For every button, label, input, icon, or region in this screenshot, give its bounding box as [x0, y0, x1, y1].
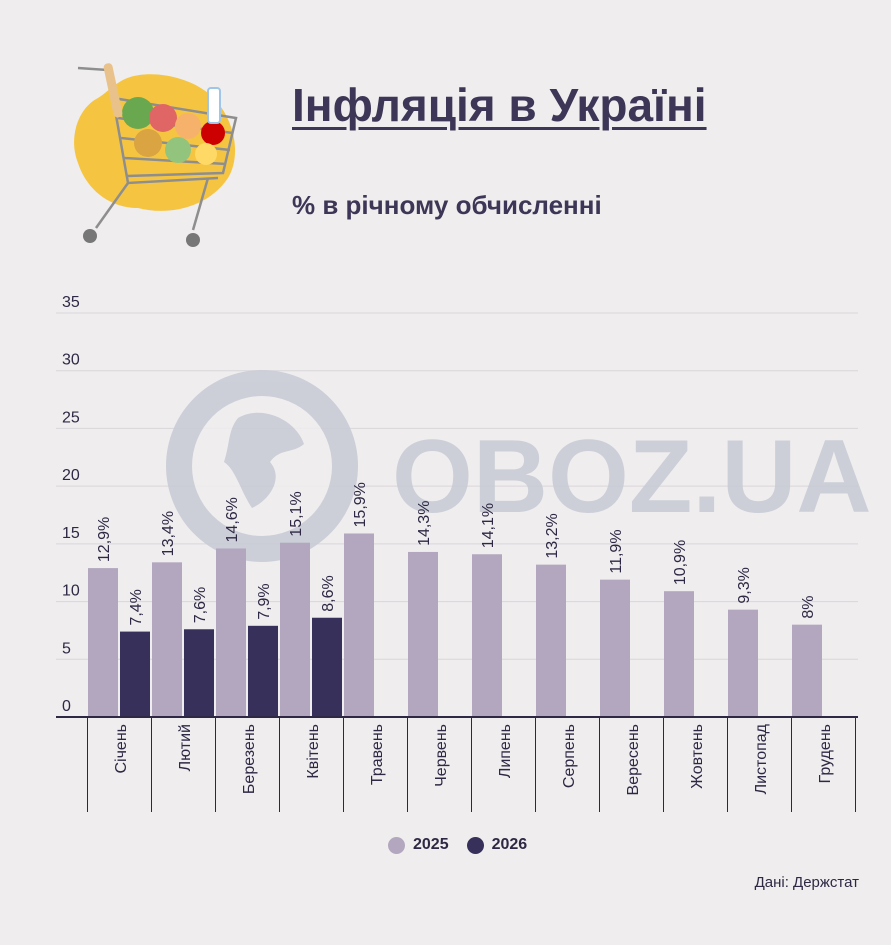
data-label: 8,6% [320, 575, 337, 611]
bar-2025 [472, 554, 502, 717]
data-label: 9,3% [736, 567, 753, 603]
bar-2025 [216, 548, 246, 717]
x-tick-label: Грудень [817, 724, 834, 783]
y-axis-ticks: 0 5 10 15 20 25 30 35 [62, 294, 80, 715]
bar-labels: 12,9% 7,4% 13,4% 7,6% 14,6% 7,9% 15,1% 8,6% 15,9… [96, 482, 817, 625]
y-tick-label: 5 [62, 640, 71, 657]
x-tick-label: Січень [113, 724, 130, 774]
bar-2025 [280, 542, 310, 717]
x-tick-label: Квітень [305, 724, 322, 779]
y-tick-label: 25 [62, 409, 80, 426]
data-label: 15,9% [352, 482, 369, 527]
y-tick-label: 0 [62, 698, 71, 715]
data-label: 7,9% [256, 583, 273, 619]
bar-2025 [408, 551, 438, 717]
bar-2025 [728, 609, 758, 717]
data-label: 10,9% [672, 540, 689, 585]
x-tick-label: Червень [433, 724, 450, 787]
legend-label-2025: 2025 [413, 836, 449, 853]
legend-swatch-2025 [388, 836, 405, 854]
x-tick-label: Липень [497, 724, 514, 778]
data-label: 13,2% [544, 513, 561, 558]
y-tick-label: 20 [62, 467, 80, 484]
x-tick-label: Листопад [753, 723, 770, 794]
data-label: 15,1% [288, 491, 305, 536]
y-tick-label: 35 [62, 294, 80, 311]
data-label: 8% [800, 596, 817, 619]
x-tick-label: Жовтень [689, 724, 706, 789]
watermark-text: OBOZ.UA [392, 419, 872, 535]
bar-2026 [184, 629, 214, 717]
data-label: 14,1% [480, 503, 497, 548]
data-label: 12,9% [96, 517, 113, 562]
watermark: OBOZ.UA [166, 370, 872, 562]
bar-2026 [312, 617, 342, 717]
data-label: 11,9% [608, 529, 625, 573]
bar-2025 [152, 562, 182, 717]
x-tick-label: Серпень [561, 724, 578, 788]
page-subtitle: % в річному обчисленні [292, 190, 602, 220]
data-label: 14,3% [416, 501, 433, 546]
data-label: 7,4% [128, 589, 145, 625]
x-tick-label: Лютий [177, 724, 194, 771]
y-tick-label: 10 [62, 583, 80, 600]
bar-2025 [600, 579, 630, 717]
bar-2025 [344, 533, 374, 717]
x-tick-label: Вересень [625, 724, 642, 795]
x-tick-label: Березень [241, 724, 258, 794]
page-title: Інфляція в Україні [292, 79, 707, 131]
y-tick-label: 30 [62, 352, 80, 369]
bar-2025 [792, 624, 822, 717]
legend-label-2026: 2026 [491, 836, 528, 853]
legend-item-2025: 2025 [388, 836, 449, 854]
data-source: Дані: Держстат [754, 874, 859, 891]
bar-2026 [120, 631, 150, 717]
shopping-cart-icon [74, 63, 238, 247]
x-axis: Січень Лютий Березень Квітень Травень Червень… [56, 716, 858, 812]
bars [88, 533, 822, 717]
data-label: 13,4% [160, 511, 177, 556]
y-tick-label: 15 [62, 525, 80, 542]
legend-item-2026: 2026 [466, 836, 528, 854]
x-tick-label: Травень [369, 724, 386, 785]
legend-swatch-2026 [466, 836, 484, 854]
data-label: 7,6% [192, 587, 209, 623]
bar-2025 [664, 591, 694, 717]
legend: 2025 2026 [388, 836, 535, 854]
data-label: 14,6% [224, 497, 241, 542]
bar-2026 [248, 625, 278, 717]
bar-2025 [536, 564, 566, 717]
bar-2025 [88, 568, 118, 717]
